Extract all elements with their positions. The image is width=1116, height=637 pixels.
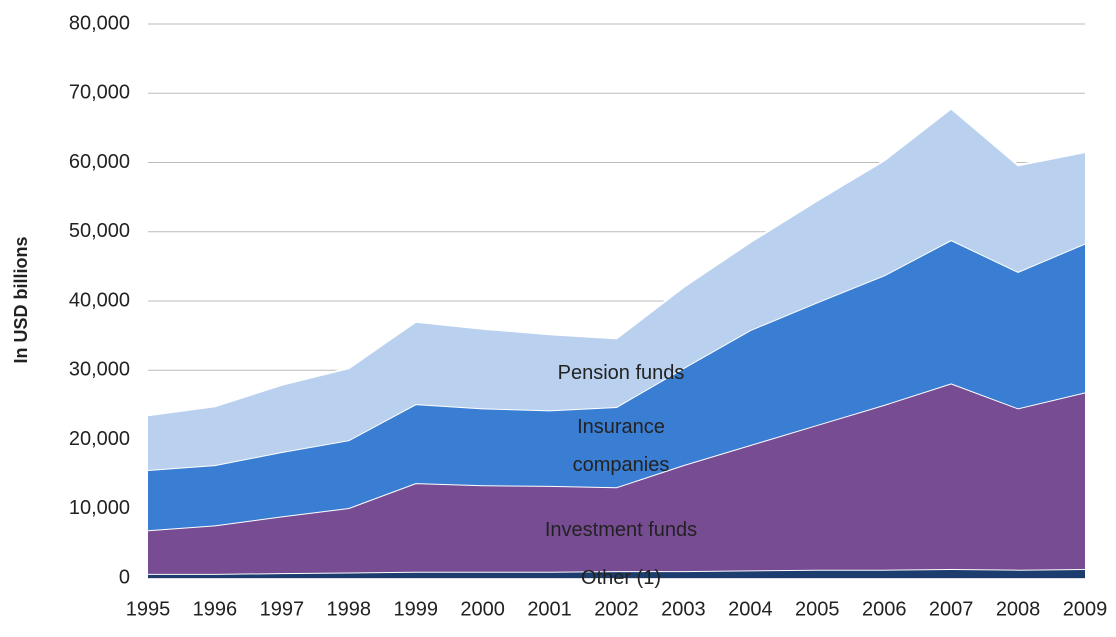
area-label: Insurance companies <box>572 416 670 476</box>
x-tick-label: 2002 <box>594 598 639 620</box>
y-tick-label: 30,000 <box>69 359 130 381</box>
y-tick-label: 10,000 <box>69 497 130 519</box>
x-tick-label: 2000 <box>460 598 505 620</box>
x-tick-label: 2003 <box>661 598 706 620</box>
y-tick-label: 80,000 <box>69 12 130 34</box>
x-tick-label: 1999 <box>393 598 438 620</box>
y-tick-label: 60,000 <box>69 151 130 173</box>
area <box>148 108 1085 470</box>
y-tick-label: 70,000 <box>69 82 130 104</box>
y-tick-label: 50,000 <box>69 220 130 242</box>
y-axis-label: In USD billions <box>11 236 31 363</box>
area <box>148 383 1085 574</box>
y-tick-label: 0 <box>119 566 130 588</box>
x-tick-label: 1995 <box>126 598 171 620</box>
area-label: Investment funds <box>544 519 698 541</box>
x-tick-label: 2008 <box>996 598 1041 620</box>
x-tick-label: 2001 <box>527 598 572 620</box>
x-tick-label: 1997 <box>260 598 305 620</box>
area-label: Other (1) <box>580 567 662 589</box>
x-tick-label: 1996 <box>193 598 238 620</box>
area-edge <box>147 238 1086 471</box>
area-label: Pension funds <box>557 362 685 384</box>
area <box>148 568 1085 578</box>
x-tick-label: 2005 <box>795 598 840 620</box>
area <box>148 240 1085 531</box>
y-tick-label: 20,000 <box>69 428 130 450</box>
x-tick-label: 2006 <box>862 598 907 620</box>
x-tick-label: 1998 <box>327 598 372 620</box>
x-tick-label: 2004 <box>728 598 773 620</box>
x-tick-label: 2009 <box>1063 598 1108 620</box>
y-tick-label: 40,000 <box>69 289 130 311</box>
area-edge <box>147 107 1086 417</box>
x-tick-label: 2007 <box>929 598 974 620</box>
